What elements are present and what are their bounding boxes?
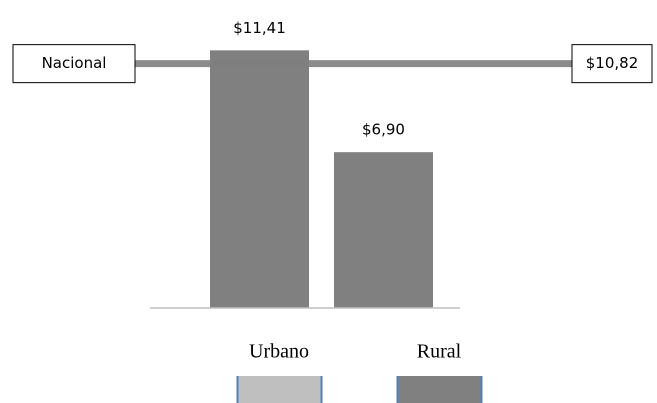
reference-label-box [12,44,136,84]
legend-swatch [397,376,482,403]
data-label: $11,41 [233,19,286,37]
category-label: Rural [417,341,462,363]
reference-label: Nacional [42,54,107,72]
category-label: Urbano [249,341,309,363]
reference-value-label: $10,82 [586,54,639,72]
reference-value-box [571,44,653,84]
bar [210,50,309,309]
bar [334,152,433,308]
legend-swatch [237,376,322,403]
data-label: $6,90 [362,121,405,139]
